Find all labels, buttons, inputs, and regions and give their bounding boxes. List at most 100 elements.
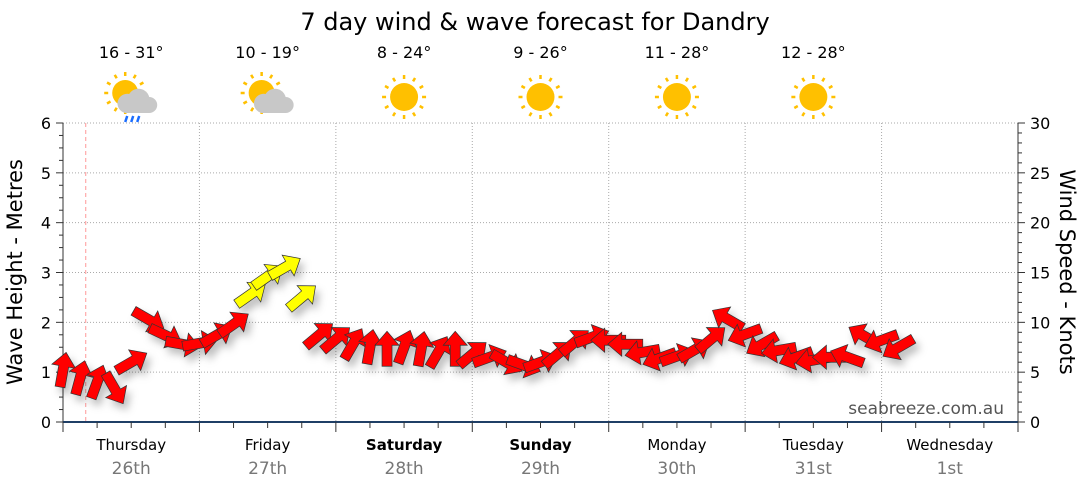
wind-arrow: [830, 343, 866, 369]
right-tick-label: 15: [1030, 264, 1050, 283]
day-temperature: 10 - 19°: [235, 43, 300, 62]
right-tick-label: 20: [1030, 214, 1050, 233]
sun-ray: [411, 77, 417, 83]
sun-ray: [555, 104, 561, 110]
day-date: 31st: [795, 459, 832, 479]
sun-ray: [555, 84, 561, 90]
sun-disc: [526, 83, 555, 111]
sun-ray: [419, 84, 424, 90]
sun-ray: [793, 84, 799, 90]
day-temperature: 16 - 31°: [99, 43, 164, 62]
sun-ray: [657, 104, 662, 110]
sun-ray: [801, 77, 806, 83]
sun-ray: [664, 77, 670, 83]
wind-arrow: [51, 351, 77, 389]
day-temperature: 8 - 24°: [377, 43, 431, 62]
left-tick-label: 1: [41, 363, 51, 382]
sun-ray: [250, 107, 255, 112]
wind-arrow: [882, 333, 917, 361]
sun-ray: [250, 74, 255, 79]
wind-arrow: [727, 323, 764, 348]
cloud-shape: [253, 88, 294, 113]
wind-arrow: [358, 328, 384, 366]
sun-ray: [657, 84, 662, 90]
wind-arrow: [216, 311, 249, 339]
sun-ray: [528, 111, 533, 117]
sun-ray: [139, 81, 145, 86]
sun-ray: [684, 111, 690, 117]
left-tick-label: 5: [41, 164, 51, 183]
left-tick-label: 0: [41, 413, 51, 432]
sun-ray: [548, 77, 553, 83]
sun-ray: [793, 104, 799, 110]
wind-arrow: [607, 331, 644, 358]
sun-disc: [390, 83, 419, 111]
sun-ray: [106, 81, 112, 86]
left-axis-label: Wave Height - Metres: [3, 159, 27, 385]
rain-drop: [136, 115, 141, 123]
day-temperature: 11 - 28°: [645, 43, 710, 62]
sun-ray: [520, 104, 526, 110]
sun-icon: [791, 75, 836, 119]
right-axis-label: Wind Speed - Knots: [1055, 169, 1079, 374]
day-date: 29th: [521, 459, 560, 479]
left-tick-label: 6: [41, 114, 51, 133]
watermark: seabreeze.com.au: [848, 399, 1004, 419]
sun-ray: [691, 104, 697, 110]
wind-arrow: [590, 327, 627, 354]
sun-ray: [391, 111, 397, 117]
sun-ray: [419, 104, 424, 110]
wind-arrow: [113, 349, 148, 376]
sun-icon: [654, 75, 699, 119]
sun-ray: [269, 74, 274, 79]
day-name: Wednesday: [906, 436, 993, 454]
wind-arrow: [624, 340, 661, 366]
sun-cloud-icon: [240, 72, 294, 114]
right-tick-label: 10: [1030, 313, 1050, 332]
day-name: Saturday: [366, 436, 443, 454]
sun-disc: [799, 83, 828, 111]
wind-arrow: [409, 330, 435, 368]
sun-icon: [382, 75, 427, 119]
sun-ray: [113, 107, 118, 112]
left-tick-label: 4: [41, 214, 51, 233]
wind-arrow: [455, 342, 487, 370]
day-date: 30th: [657, 459, 696, 479]
wind-arrow: [302, 323, 334, 351]
day-date: 28th: [385, 459, 424, 479]
wind-arrow: [68, 360, 94, 397]
sun-ray: [384, 84, 390, 90]
day-date: 27th: [248, 459, 287, 479]
sun-ray: [132, 74, 137, 79]
wind-arrow: [760, 338, 798, 364]
sun-ray: [106, 100, 112, 105]
wind-arrow: [694, 327, 726, 355]
day-date: 26th: [112, 459, 151, 479]
wind-arrow: [374, 330, 400, 367]
sun-ray: [275, 81, 281, 86]
sun-ray: [242, 81, 248, 86]
wind-arrow: [285, 285, 316, 313]
sun-ray: [520, 84, 526, 90]
chart-title: 7 day wind & wave forecast for Dandry: [300, 8, 769, 36]
right-tick-label: 25: [1030, 164, 1050, 183]
sun-ray: [828, 104, 834, 110]
sun-ray: [801, 111, 806, 117]
right-tick-label: 0: [1030, 413, 1040, 432]
sun-ray: [391, 77, 397, 83]
rain-drop: [124, 115, 129, 123]
sun-ray: [684, 77, 690, 83]
sun-cloud-rain-icon: [104, 72, 158, 123]
wind-arrow: [266, 254, 301, 281]
left-tick-label: 2: [41, 313, 51, 332]
cloud-shape: [117, 88, 158, 113]
day-temperature: 9 - 26°: [513, 43, 567, 62]
day-name: Sunday: [509, 436, 572, 454]
left-tick-label: 3: [41, 264, 51, 283]
right-tick-label: 30: [1030, 114, 1050, 133]
sun-ray: [828, 84, 834, 90]
day-temperature: 12 - 28°: [781, 43, 846, 62]
sun-ray: [242, 100, 248, 105]
day-name: Friday: [245, 436, 291, 454]
